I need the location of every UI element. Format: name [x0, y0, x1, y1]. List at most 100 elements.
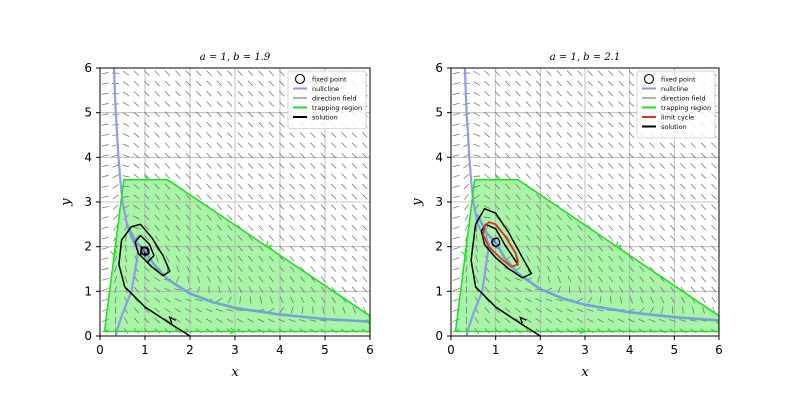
direction-field-segment [525, 111, 531, 118]
direction-field-segment [700, 214, 707, 221]
direction-field-segment [144, 142, 150, 149]
direction-field-segment [216, 245, 222, 252]
direction-field-segment [268, 111, 275, 118]
direction-field-segment [310, 142, 316, 149]
direction-field-segment [525, 318, 532, 323]
direction-field-segment [515, 121, 521, 128]
direction-field-segment [628, 266, 634, 272]
direction-field-segment [154, 101, 160, 107]
direction-field-segment [258, 194, 264, 200]
y-tick-label: 0 [435, 329, 443, 343]
direction-field-segment [362, 214, 368, 221]
direction-field-segment [174, 318, 181, 323]
direction-field-segment [144, 224, 150, 231]
direction-field-segment [597, 101, 604, 107]
direction-field-segment [680, 276, 686, 283]
direction-field-segment [452, 72, 460, 75]
direction-field-segment [608, 80, 614, 87]
legend-box [636, 70, 716, 139]
direction-field-segment [484, 317, 490, 324]
direction-field-segment [113, 255, 118, 263]
direction-field-segment [227, 173, 233, 180]
direction-field-segment [164, 173, 171, 180]
direction-field-segment [577, 132, 583, 138]
direction-field-segment [133, 205, 140, 210]
direction-field-segment [101, 82, 109, 85]
direction-field-segment [133, 111, 140, 117]
direction-field-segment [279, 204, 285, 210]
direction-field-segment [185, 163, 191, 169]
direction-field-segment [237, 214, 243, 221]
legend-label: trapping region [661, 104, 711, 112]
direction-field-segment [101, 144, 109, 147]
y-tick-label: 6 [84, 61, 92, 75]
direction-field-segment [144, 152, 150, 159]
direction-field-segment [331, 296, 336, 304]
direction-field-segment [577, 204, 583, 211]
direction-field-segment [206, 224, 212, 231]
direction-field-segment [588, 296, 593, 304]
direction-field-segment [227, 194, 233, 200]
direction-field-segment [165, 255, 170, 262]
direction-field-segment [299, 152, 306, 159]
direction-field-segment [206, 142, 212, 149]
direction-field-segment [310, 224, 316, 231]
direction-field-segment [659, 224, 665, 231]
direction-field-segment [649, 173, 655, 180]
direction-field-segment [566, 142, 573, 149]
direction-field-segment [639, 173, 645, 180]
direction-field-segment [279, 307, 285, 314]
direction-field-segment [577, 121, 583, 128]
direction-field-segment [279, 266, 285, 272]
direction-field-segment [155, 255, 159, 263]
direction-field-segment [658, 318, 666, 323]
direction-field-segment [670, 245, 676, 252]
direction-field-segment [628, 183, 635, 190]
direction-field-segment [577, 80, 583, 87]
direction-field-segment [536, 265, 541, 273]
direction-field-segment [546, 101, 552, 107]
direction-field-segment [175, 204, 181, 211]
direction-field-segment [341, 266, 347, 272]
direction-field-segment [247, 163, 254, 169]
direction-field-segment [237, 111, 243, 118]
direction-field-segment [362, 266, 368, 272]
direction-field-segment [484, 122, 490, 128]
direction-field-segment [597, 111, 604, 118]
direction-field-segment [577, 276, 582, 283]
direction-field-segment [670, 286, 675, 293]
direction-field-segment [638, 318, 646, 323]
fixed-point-marker [491, 237, 501, 247]
direction-field-segment [237, 235, 243, 241]
direction-field-segment [268, 80, 275, 87]
direction-field-segment [452, 144, 460, 147]
direction-field-segment [154, 91, 160, 97]
direction-field-segment [700, 152, 707, 159]
direction-field-segment [218, 286, 221, 294]
direction-field-segment [186, 265, 191, 273]
direction-field-segment [494, 183, 501, 190]
direction-field-segment [659, 204, 665, 210]
direction-field-segment [154, 173, 160, 180]
direction-field-segment [310, 163, 316, 169]
direction-field-segment [566, 193, 573, 200]
direction-field-segment [556, 318, 563, 323]
direction-field-segment [505, 111, 511, 118]
direction-field-segment [258, 245, 264, 252]
direction-field-segment [154, 80, 160, 87]
direction-field-segment [186, 255, 191, 262]
direction-field-segment [473, 112, 481, 117]
direction-field-segment [690, 194, 696, 200]
direction-field-segment [494, 152, 501, 159]
direction-field-segment [185, 121, 191, 128]
direction-field-segment [144, 111, 150, 118]
direction-field-segment [112, 214, 119, 221]
direction-field-segment [320, 163, 326, 169]
trapping-region-arrow [229, 327, 237, 335]
trapping-region-arrow [141, 174, 149, 181]
direction-field-segment [680, 245, 686, 252]
direction-field-segment [597, 121, 604, 128]
direction-field-segment [101, 72, 109, 75]
direction-field-segment [711, 286, 717, 293]
direction-field-segment [556, 245, 562, 252]
